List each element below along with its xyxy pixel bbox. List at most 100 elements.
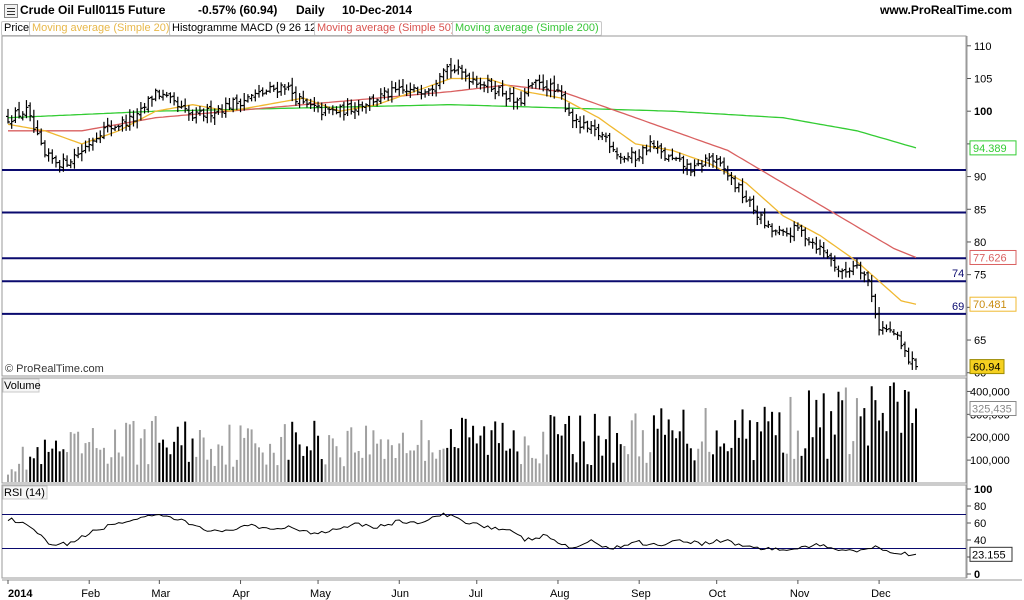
ohlc-bar [533,79,538,89]
ohlc-bar [585,120,590,133]
ohlc-bar [899,331,904,350]
rsi-tick-label: 0 [974,569,980,581]
tab-ma20[interactable]: Moving average (Simple 20) [29,21,173,36]
volume-bar [490,430,493,482]
ohlc-bar [478,77,483,90]
ohlc-bar [854,258,859,269]
ohlc-bar [282,83,287,95]
ohlc-bar [142,102,147,114]
ohlc-bar [13,107,18,124]
ohlc-bar [341,101,346,121]
volume-bar [102,447,105,482]
volume-bar [261,452,264,482]
volume-bar [461,417,463,482]
tab-macd[interactable]: Histogramme MACD (9 26 12) [169,21,323,36]
ohlc-bar [412,84,417,93]
rsi-tick-label: 100 [974,484,992,496]
ohlc-bar [788,227,793,243]
ohlc-bar [157,89,162,100]
ohlc-bar [600,131,605,141]
ohlc-bar [674,156,679,162]
ohlc-bar [474,75,479,88]
ohlc-bar [836,265,841,278]
volume-bar [534,458,537,482]
volume-bar [47,451,50,482]
ohlc-bar [98,130,103,144]
ohlc-bar [622,155,627,163]
volume-bar [14,471,17,482]
price-tick-label: 105 [974,74,992,86]
volume-bar [652,415,655,482]
volume-bar [915,408,917,482]
ohlc-bar [316,101,321,113]
ohlc-bar [626,152,631,162]
ohlc-bar [17,101,22,119]
ohlc-bar [190,109,195,122]
ohlc-bar [268,81,273,94]
volume-bar [479,435,482,482]
ohlc-bar [364,103,369,114]
price-tick-label: 90 [974,172,986,184]
volume-bar [416,444,419,482]
volume-bar [21,446,24,482]
ohlc-bar [544,80,549,97]
volume-bar [715,430,718,482]
volume-bar [859,416,862,482]
volume-bar [18,463,21,482]
tab-ma200[interactable]: Moving average (Simple 200) [452,21,602,36]
ohlc-bar [46,148,51,162]
ohlc-bar [419,84,424,100]
ohlc-bar [109,120,114,137]
ohlc-bar [644,144,649,156]
volume-bar [719,446,722,482]
ohlc-bar [28,102,33,122]
volume-bar [593,413,596,482]
volume-bar [649,452,652,482]
ohlc-bar [400,78,405,94]
ohlc-bar [555,83,560,93]
ohlc-bar [888,321,893,333]
volume-bar [811,437,814,482]
ohlc-bar [83,140,88,154]
ohlc-bar [500,80,505,97]
ohlc-bar [227,98,232,111]
ohlc-bar [618,152,623,164]
volume-bar [656,428,659,482]
volume-bar [453,446,456,482]
volume-bar [54,440,57,482]
volume-bar [819,427,822,482]
ohlc-bar [519,91,524,106]
ohlc-bar [209,100,214,123]
volume-bar [206,459,209,482]
ohlc-bar [293,86,298,106]
ohlc-bar [696,159,701,167]
ohlc-bar [821,242,826,258]
ohlc-bar [681,155,686,174]
ohlc-bar [367,96,372,111]
menu-icon[interactable] [4,4,18,18]
ohlc-bar [301,90,306,104]
ohlc-bar [319,102,324,121]
volume-bar [198,429,201,482]
ohlc-bar [76,146,81,159]
volume-bar [896,401,899,482]
ma200-value: 94.389 [973,143,1007,155]
ohlc-bar [116,124,121,131]
ohlc-bar [57,160,62,173]
x-tick-label: Apr [233,588,250,600]
volume-bar [66,452,69,482]
ohlc-bar [640,145,645,165]
ohlc-bar [511,86,516,110]
volume-bar [800,455,803,482]
volume-bar [579,415,582,482]
tab-ma50[interactable]: Moving average (Simple 50) [314,21,458,36]
volume-bar [99,449,102,482]
ohlc-bar [445,63,450,80]
volume-bar [608,416,611,482]
ohlc-bar [53,155,58,168]
price-tick-label: 110 [974,41,992,53]
ohlc-bar [589,121,594,134]
ohlc-bar [197,106,202,116]
price-tick-label: 75 [974,270,986,282]
